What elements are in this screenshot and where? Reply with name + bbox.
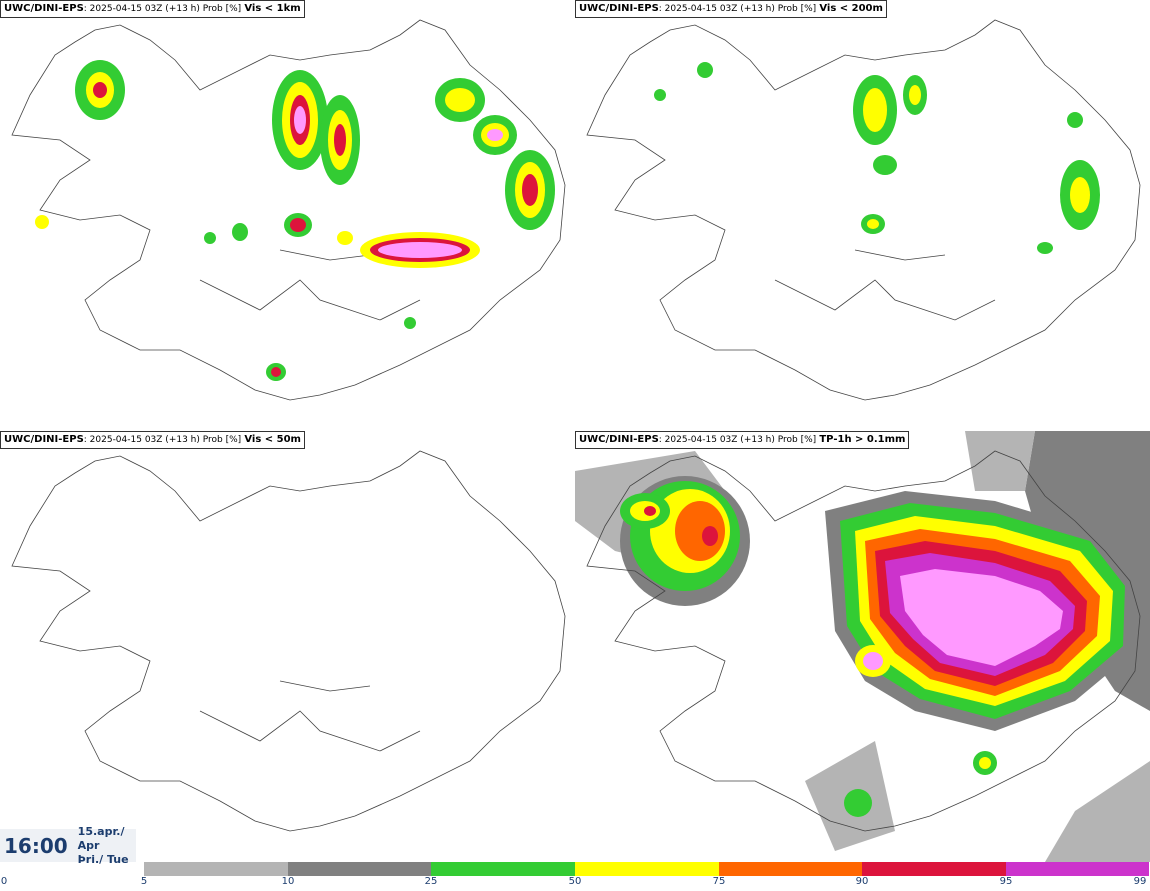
run-meta: : 2025-04-15 03Z (+13 h) Prob [%]: [83, 435, 242, 445]
field-name: Vis < 50m: [244, 434, 301, 445]
valid-date: 15.apr./ Apr Þri./ Tue: [78, 825, 136, 867]
legend-tick: 25: [424, 876, 438, 887]
legend-tick: 95: [999, 876, 1013, 887]
map-panel-vis-1km: UWC/DINI-EPS: 2025-04-15 03Z (+13 h) Pro…: [0, 0, 575, 431]
model-name: UWC/DINI-EPS: [4, 434, 84, 445]
legend-tick: 10: [281, 876, 295, 887]
map-vis-200m: [586, 19, 1141, 401]
model-name: UWC/DINI-EPS: [579, 3, 659, 14]
panel-title: UWC/DINI-EPS: 2025-04-15 03Z (+13 h) Pro…: [575, 0, 887, 18]
model-name: UWC/DINI-EPS: [579, 434, 659, 445]
map-panel-vis-50m: UWC/DINI-EPS: 2025-04-15 03Z (+13 h) Pro…: [0, 431, 575, 862]
legend-segment-50-75: [575, 862, 719, 876]
legend-segment-95-99: [1006, 862, 1149, 876]
map-vis-50m: [11, 450, 566, 832]
run-meta: : 2025-04-15 03Z (+13 h) Prob [%]: [658, 435, 817, 445]
panel-title: UWC/DINI-EPS: 2025-04-15 03Z (+13 h) Pro…: [0, 0, 305, 18]
legend-tick: 99: [1133, 876, 1147, 887]
legend-tick: 90: [855, 876, 869, 887]
legend-tick: 5: [140, 876, 148, 887]
panel-title: UWC/DINI-EPS: 2025-04-15 03Z (+13 h) Pro…: [0, 431, 305, 449]
map-panel-precip: UWC/DINI-EPS: 2025-04-15 03Z (+13 h) Pro…: [575, 431, 1150, 862]
legend-segment-90-95: [862, 862, 1006, 876]
map-panel-vis-200m: UWC/DINI-EPS: 2025-04-15 03Z (+13 h) Pro…: [575, 0, 1150, 431]
legend-tick: 75: [712, 876, 726, 887]
day-line: Þri./ Tue: [77, 852, 129, 866]
field-name: TP-1h > 0.1mm: [819, 434, 906, 445]
run-meta: : 2025-04-15 03Z (+13 h) Prob [%]: [658, 4, 817, 14]
valid-time-box: 16:00 15.apr./ Apr Þri./ Tue: [0, 825, 136, 866]
legend-segment-25-50: [431, 862, 575, 876]
map-precip: [575, 431, 1150, 862]
panel-title: UWC/DINI-EPS: 2025-04-15 03Z (+13 h) Pro…: [575, 431, 910, 449]
legend-tick: 0: [0, 876, 8, 887]
legend-segment-75-90: [719, 862, 862, 876]
date-line: 15.apr./ Apr: [77, 824, 125, 852]
legend-segment-5-10: [144, 862, 288, 876]
legend-tick: 50: [568, 876, 582, 887]
probability-legend: 0 5 10 25 50 75 90 95 99: [0, 862, 1150, 891]
map-vis-1km: [11, 19, 566, 401]
legend-segment-10-25: [288, 862, 431, 876]
run-meta: : 2025-04-15 03Z (+13 h) Prob [%]: [83, 4, 242, 14]
model-name: UWC/DINI-EPS: [4, 3, 84, 14]
field-name: Vis < 1km: [244, 3, 301, 14]
field-name: Vis < 200m: [819, 3, 883, 14]
valid-time: 16:00: [4, 833, 68, 858]
